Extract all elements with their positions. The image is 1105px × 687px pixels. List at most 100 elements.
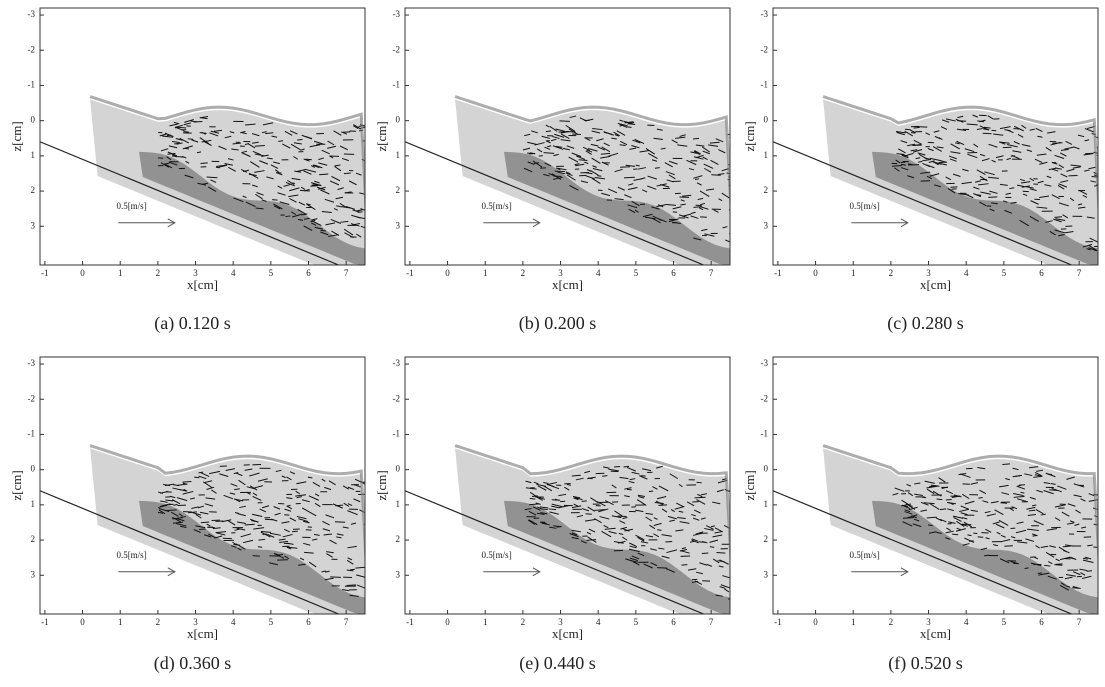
velocity-vector: [571, 474, 581, 477]
scale-label: 0.5[m/s]: [481, 550, 511, 560]
velocity-vector: [901, 499, 909, 505]
velocity-vector: [945, 490, 954, 495]
velocity-vector: [694, 580, 703, 585]
x-tick-label: 4: [964, 617, 969, 627]
velocity-vector: [710, 525, 716, 528]
velocity-vector: [282, 143, 291, 149]
velocity-vector: [984, 554, 990, 557]
velocity-vector: [262, 122, 274, 126]
velocity-vector: [295, 490, 301, 495]
velocity-vector: [908, 506, 918, 511]
velocity-vector: [231, 545, 237, 548]
velocity-vector: [1081, 575, 1092, 580]
velocity-vector: [952, 173, 961, 177]
velocity-vector: [321, 570, 326, 573]
velocity-vector: [696, 481, 702, 484]
velocity-vector: [1004, 129, 1011, 132]
velocity-vector: [282, 533, 293, 538]
velocity-vector: [719, 586, 726, 589]
velocity-vector: [265, 132, 274, 135]
velocity-vector: [168, 161, 178, 166]
velocity-vector: [594, 177, 606, 180]
velocity-vector: [701, 228, 708, 232]
velocity-vector: [1017, 486, 1026, 490]
velocity-vector: [200, 162, 208, 164]
velocity-vector: [1005, 478, 1010, 481]
velocity-vector: [1002, 463, 1010, 465]
y-tick-label: 3: [764, 569, 769, 579]
velocity-vector: [569, 184, 579, 191]
caption: (c) 0.280 s: [887, 313, 963, 334]
velocity-vector: [320, 189, 330, 195]
x-axis-label: x[cm]: [187, 277, 218, 292]
velocity-vector: [1038, 572, 1050, 576]
velocity-vector: [336, 536, 342, 539]
y-tick-label: 1: [31, 150, 36, 160]
velocity-vector: [597, 146, 606, 151]
velocity-vector: [1054, 167, 1062, 170]
x-tick-label: 3: [193, 268, 198, 278]
velocity-vector: [1067, 503, 1076, 507]
velocity-vector: [1029, 128, 1035, 131]
velocity-vector: [907, 175, 915, 179]
velocity-vector: [344, 191, 352, 194]
velocity-vector: [970, 509, 978, 512]
velocity-vector: [1059, 585, 1070, 591]
velocity-vector: [613, 131, 620, 137]
velocity-vector: [590, 497, 599, 504]
velocity-vector: [1051, 162, 1058, 165]
velocity-vector: [712, 558, 720, 564]
velocity-vector: [227, 166, 236, 172]
velocity-vector: [991, 159, 996, 163]
velocity-vector: [678, 510, 684, 513]
scale-label: 0.5[m/s]: [849, 201, 879, 211]
velocity-vector: [701, 146, 710, 153]
velocity-vector: [1011, 536, 1016, 539]
velocity-vector: [712, 534, 723, 538]
velocity-vector: [252, 492, 258, 496]
velocity-vector: [1066, 476, 1075, 480]
y-tick-label: -1: [393, 80, 401, 90]
velocity-vector: [1077, 134, 1085, 138]
velocity-vector: [701, 540, 708, 544]
velocity-vector: [611, 515, 622, 519]
velocity-vector: [169, 123, 178, 127]
velocity-vector: [957, 115, 964, 119]
velocity-vector: [327, 145, 337, 149]
velocity-vector: [266, 157, 273, 160]
velocity-vector: [1081, 526, 1087, 529]
velocity-vector: [1035, 509, 1044, 515]
velocity-vector: [720, 584, 730, 589]
velocity-vector: [320, 229, 326, 232]
velocity-vector: [622, 517, 628, 520]
velocity-vector: [266, 176, 274, 180]
velocity-vector: [277, 192, 286, 196]
velocity-vector: [978, 497, 983, 499]
y-tick-label: -2: [761, 44, 769, 54]
velocity-vector: [1051, 487, 1062, 493]
velocity-vector: [1016, 521, 1024, 525]
flow-field: [405, 444, 730, 614]
x-tick-label: 7: [709, 268, 714, 278]
velocity-vector: [671, 139, 678, 144]
velocity-vector: [346, 569, 354, 572]
velocity-vector: [1054, 216, 1063, 218]
velocity-vector: [907, 163, 913, 166]
velocity-vector: [936, 531, 942, 534]
velocity-vector: [160, 162, 170, 168]
velocity-vector: [1030, 529, 1039, 532]
velocity-vector: [979, 489, 987, 495]
x-tick-label: 7: [344, 617, 349, 627]
velocity-vector: [993, 133, 1004, 136]
velocity-vector: [289, 471, 295, 475]
velocity-vector: [933, 130, 940, 133]
velocity-vector: [1088, 166, 1096, 170]
velocity-vector: [1036, 469, 1044, 472]
velocity-vector: [601, 146, 611, 153]
velocity-vector: [166, 156, 172, 161]
velocity-vector: [1045, 146, 1052, 152]
velocity-vector: [1082, 559, 1094, 563]
velocity-vector: [962, 517, 968, 520]
velocity-vector: [962, 543, 970, 546]
velocity-vector: [1035, 545, 1041, 549]
